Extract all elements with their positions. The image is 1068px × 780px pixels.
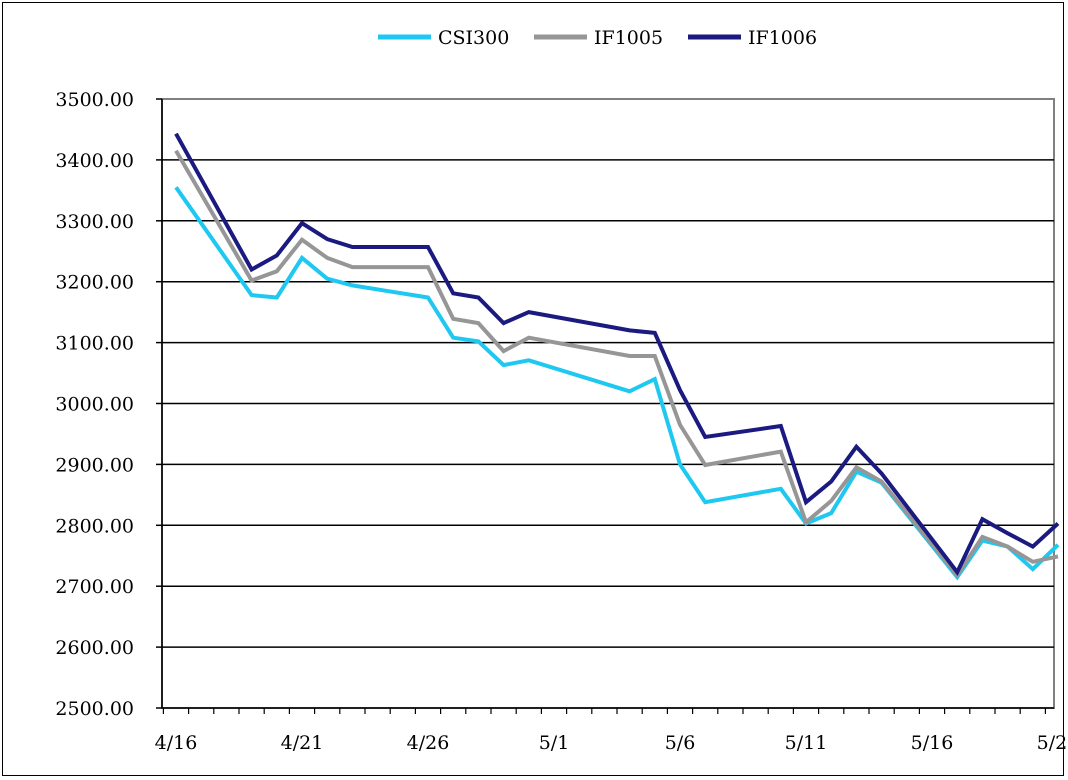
x-tick-label: 5/1 [539, 732, 570, 754]
x-axis: 4/16 4/21 4/26 5/1 5/6 5/11 5/16 5/21 [155, 707, 1068, 754]
y-tick-label: 3200.00 [55, 272, 134, 294]
y-tick-label: 2600.00 [55, 637, 134, 659]
series-line-if1006 [174, 132, 1060, 577]
gridlines [162, 159, 1054, 648]
x-tick-label: 4/26 [407, 732, 450, 754]
y-tick-label: 2500.00 [55, 698, 134, 720]
y-tick-label: 3500.00 [55, 89, 134, 111]
y-tick-label: 3100.00 [55, 333, 134, 355]
y-tick-label: 2800.00 [55, 515, 134, 537]
y-tick-label: 2700.00 [55, 576, 134, 598]
x-tick-label: 4/16 [155, 732, 198, 754]
x-tick-label: 4/21 [281, 732, 324, 754]
legend-label: IF1006 [748, 27, 817, 49]
x-tick-label: 5/6 [665, 732, 696, 754]
x-tick-label: 5/21 [1037, 732, 1068, 754]
y-tick-label: 2900.00 [55, 454, 134, 476]
series-lines [174, 132, 1060, 581]
y-tick-label: 3400.00 [55, 150, 134, 172]
x-tick-label: 5/16 [911, 732, 954, 754]
y-tick-label: 3300.00 [55, 211, 134, 233]
legend-label: CSI300 [438, 27, 509, 49]
x-tick-label: 5/11 [785, 732, 828, 754]
legend: CSI300 IF1005 IF1006 [378, 27, 817, 49]
y-tick-label: 3000.00 [55, 394, 134, 416]
legend-label: IF1005 [594, 27, 663, 49]
y-axis: 3500.00 3400.00 3300.00 3200.00 3100.00 3000.… [55, 89, 163, 720]
